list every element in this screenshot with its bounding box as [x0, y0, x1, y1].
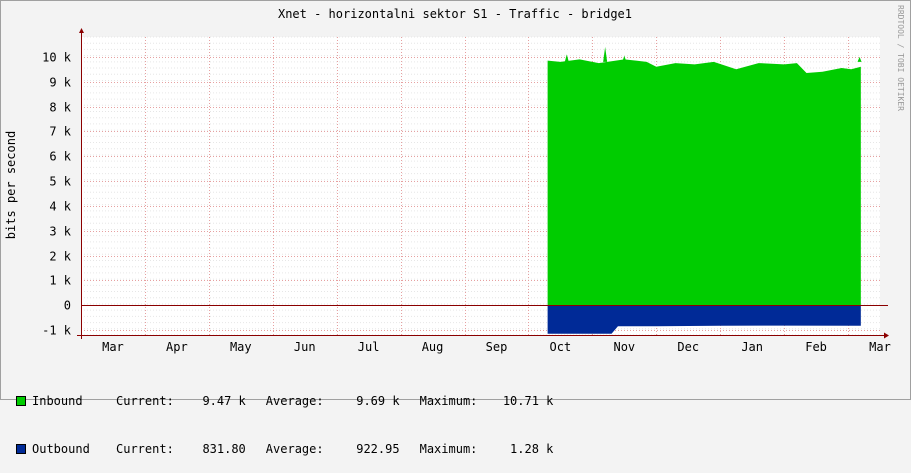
current-label: Current:: [116, 442, 174, 456]
x-tick-label: Sep: [486, 340, 508, 354]
legend-name: Inbound: [32, 394, 83, 408]
maximum-label: Maximum:: [419, 442, 478, 456]
y-axis-arrow: [79, 28, 84, 33]
legend-row-inbound: Inbound Current: 9.47 k Average: 9.69 k …: [16, 393, 553, 409]
x-tick-label: Dec: [677, 340, 699, 354]
x-tick-label: Jun: [294, 340, 316, 354]
legend: Inbound Current: 9.47 k Average: 9.69 k …: [16, 361, 553, 473]
y-tick-label: 1 k: [49, 274, 71, 288]
current-value: 9.47 k: [202, 394, 246, 408]
average-label: Average:: [265, 394, 324, 408]
x-tick-label: Nov: [613, 340, 635, 354]
x-tick-label: Jul: [358, 340, 380, 354]
current-label: Current:: [116, 394, 174, 408]
inbound-swatch: [16, 396, 26, 406]
x-tick-label: Feb: [805, 340, 827, 354]
y-tick-label: 2 k: [49, 250, 71, 264]
outbound-area: [547, 305, 861, 334]
maximum-value: 1.28 k: [510, 442, 554, 456]
inbound-spike: [564, 54, 569, 62]
inbound-spike: [622, 55, 627, 62]
traffic-chart: Xnet - horizontalni sektor S1 - Traffic …: [4, 5, 905, 354]
inbound-spike: [603, 46, 608, 62]
chart-title: Xnet - horizontalni sektor S1 - Traffic …: [278, 7, 632, 21]
y-tick-label: 9 k: [49, 76, 71, 90]
rrdtool-watermark: RRDTOOL / TOBI OETIKER: [896, 5, 905, 111]
x-tick-label: Aug: [422, 340, 444, 354]
x-tick-label: May: [230, 340, 252, 354]
legend-name: Outbound: [32, 442, 90, 456]
y-tick-label: 4 k: [49, 200, 71, 214]
y-tick-label: 8 k: [49, 101, 71, 115]
legend-row-outbound: Outbound Current: 831.80 Average: 922.95…: [16, 441, 553, 457]
x-tick-label: Apr: [166, 340, 188, 354]
outbound-swatch: [16, 444, 26, 454]
x-tick-label: Mar: [102, 340, 124, 354]
average-label: Average:: [265, 442, 324, 456]
y-tick-label: 6 k: [49, 150, 71, 164]
inbound-area: [547, 59, 861, 306]
y-tick-label: -1 k: [42, 324, 72, 338]
x-tick-label: Mar: [869, 340, 891, 354]
y-tick-label: 10 k: [42, 51, 72, 65]
maximum-label: Maximum:: [419, 394, 478, 408]
inbound-spike: [857, 56, 862, 62]
current-value: 831.80: [202, 442, 246, 456]
average-value: 922.95: [356, 442, 400, 456]
y-tick-label: 0: [64, 299, 71, 313]
average-value: 9.69 k: [356, 394, 400, 408]
x-tick-label: Oct: [550, 340, 572, 354]
y-axis-label: bits per second: [4, 131, 18, 239]
y-tick-label: 3 k: [49, 225, 71, 239]
x-tick-label: Jan: [741, 340, 763, 354]
maximum-value: 10.71 k: [502, 394, 554, 408]
y-tick-label: 5 k: [49, 175, 71, 189]
y-tick-label: 7 k: [49, 125, 71, 139]
x-axis-arrow: [884, 332, 889, 339]
